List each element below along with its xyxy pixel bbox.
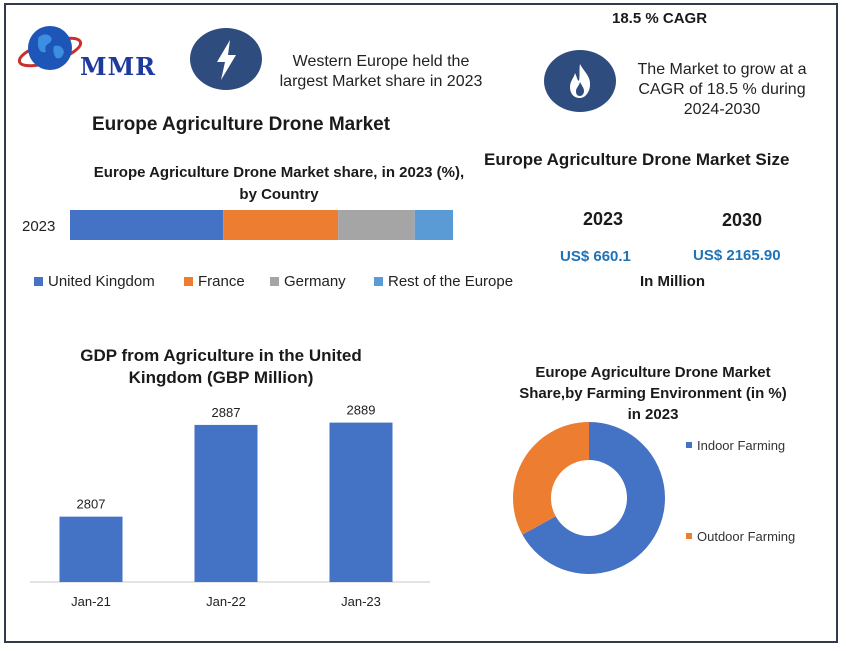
legend-item-united-kingdom: United Kingdom xyxy=(34,273,155,290)
legend-item-germany: Germany xyxy=(270,273,346,290)
gdp-bar-jan-21 xyxy=(59,516,123,582)
bar-segment-germany xyxy=(338,210,415,240)
farming-chart-title-line-2: Share,by Farming Environment (in %) xyxy=(519,385,787,402)
gdp-tick-label: Jan-22 xyxy=(206,594,246,609)
infographic-frame xyxy=(4,3,838,643)
legend-swatch xyxy=(270,277,279,286)
country-chart-title-line-2: by Country xyxy=(239,186,319,203)
donut-legend-swatch xyxy=(686,533,692,539)
brand-logo: MMR xyxy=(16,18,176,81)
flame-icon xyxy=(544,50,616,112)
market-size-value-2023: US$ 660.1 xyxy=(560,248,631,265)
legend-swatch xyxy=(184,277,193,286)
donut-legend-label: Indoor Farming xyxy=(697,438,785,453)
gdp-chart: 2807 Jan-21 2887 Jan-22 2889 Jan-23 xyxy=(30,403,430,609)
farming-share-chart: Indoor Farming Outdoor Farming xyxy=(513,422,795,574)
bar-segment-united-kingdom xyxy=(70,210,224,240)
donut-slice-outdoor-farming xyxy=(513,422,589,535)
market-size-value-2030: US$ 2165.90 xyxy=(693,247,781,264)
cagr-note-line-2: CAGR of 18.5 % during xyxy=(638,81,806,98)
market-size-year-2030: 2030 xyxy=(722,210,763,230)
gdp-chart-title-line-1: GDP from Agriculture in the United xyxy=(80,346,362,365)
gdp-data-label: 2807 xyxy=(77,497,106,512)
gdp-data-label: 2887 xyxy=(212,405,241,420)
legend-label: United Kingdom xyxy=(48,273,155,290)
legend-label: Germany xyxy=(284,273,346,290)
farming-chart-title-line-1: Europe Agriculture Drone Market xyxy=(535,364,771,381)
legend-label: France xyxy=(198,273,245,290)
legend-swatch xyxy=(374,277,383,286)
gdp-data-label: 2889 xyxy=(347,403,376,418)
gdp-tick-label: Jan-23 xyxy=(341,594,381,609)
western-europe-note: Western Europe held the largest Market s… xyxy=(270,52,492,92)
gdp-chart-title: GDP from Agriculture in the United Kingd… xyxy=(50,345,392,389)
farming-chart-title-line-3: in 2023 xyxy=(627,406,679,423)
gdp-tick-label: Jan-21 xyxy=(71,594,111,609)
western-note-line-1: Western Europe held the xyxy=(292,53,470,70)
legend-swatch xyxy=(34,277,43,286)
main-title: Europe Agriculture Drone Market xyxy=(92,114,391,135)
market-size-title: Europe Agriculture Drone Market Size xyxy=(484,150,790,169)
legend-item-france: France xyxy=(184,273,245,290)
bar-segment-france xyxy=(223,210,339,240)
market-size-unit: In Million xyxy=(640,273,705,290)
logo-text: MMR xyxy=(80,52,157,81)
category-label-2023: 2023 xyxy=(22,218,55,235)
market-size-year-2023: 2023 xyxy=(583,209,624,229)
bar-segment-rest-of-the-europe xyxy=(414,210,453,240)
western-note-line-2: largest Market share in 2023 xyxy=(279,73,483,90)
donut-slice-indoor-farming xyxy=(522,422,665,574)
legend-label: Rest of the Europe xyxy=(388,273,514,290)
cagr-note-line-3: 2024-2030 xyxy=(683,101,761,118)
donut-legend-swatch xyxy=(686,442,692,448)
country-share-chart-title: Europe Agriculture Drone Market share, i… xyxy=(70,162,488,206)
donut-legend-label: Outdoor Farming xyxy=(697,529,795,544)
gdp-bar-jan-22 xyxy=(194,424,258,582)
globe-icon xyxy=(17,26,83,70)
cagr-note-line-1: The Market to grow at a xyxy=(637,61,807,78)
gdp-chart-title-line-2: Kingdom (GBP Million) xyxy=(128,368,314,387)
legend-item-rest-of-the-europe: Rest of the Europe xyxy=(374,273,513,290)
farming-share-chart-title: Europe Agriculture Drone Market Share,by… xyxy=(500,362,806,425)
cagr-title: 18.5 % CAGR xyxy=(612,10,708,27)
cagr-note: The Market to grow at a CAGR of 18.5 % d… xyxy=(624,60,820,120)
country-share-chart: 2023 xyxy=(22,210,453,240)
lightning-bolt-icon xyxy=(190,28,262,90)
gdp-bar-jan-23 xyxy=(329,422,393,582)
country-chart-title-line-1: Europe Agriculture Drone Market share, i… xyxy=(93,164,465,181)
